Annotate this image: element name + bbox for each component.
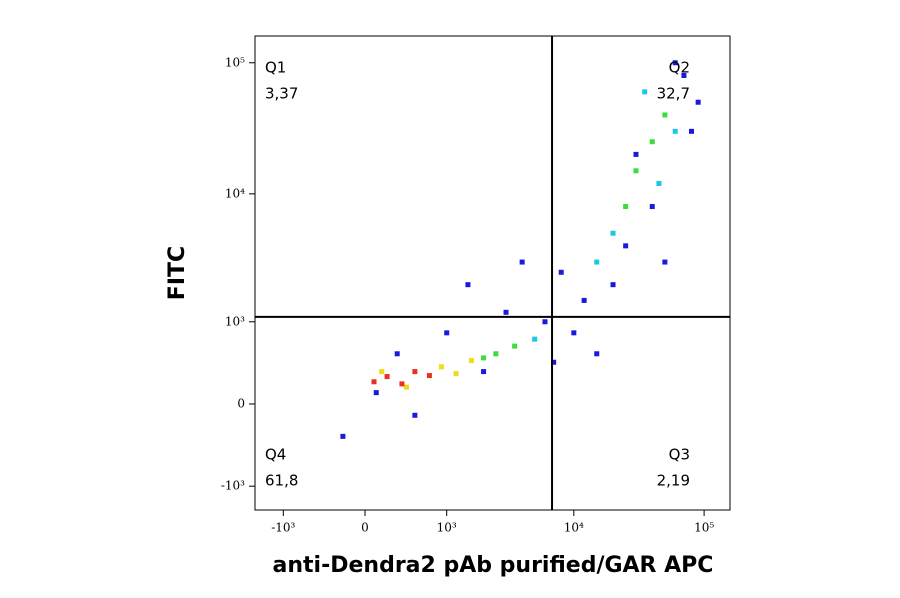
x-tick-label: 10³ <box>437 521 457 535</box>
event-dot <box>412 369 418 375</box>
event-dot <box>493 351 499 357</box>
event-dot <box>610 282 616 288</box>
event-dot <box>481 355 487 361</box>
event-dot <box>688 128 694 134</box>
event-dot <box>633 168 639 174</box>
quadrant-value: 61,8 <box>265 472 298 490</box>
event-dot <box>610 230 616 236</box>
event-dot <box>571 330 577 336</box>
x-tick-label: 10⁵ <box>694 521 714 535</box>
event-dot <box>656 180 662 186</box>
event-dot <box>371 379 377 385</box>
event-dot <box>681 72 687 78</box>
event-dot <box>542 319 548 325</box>
event-dot <box>468 357 474 363</box>
event-dot <box>672 128 678 134</box>
quadrant-value: 3,37 <box>265 85 298 103</box>
event-dot <box>532 336 538 342</box>
event-dot <box>623 243 629 249</box>
x-tick-label: 10⁴ <box>564 521 584 535</box>
quadrant-name: Q3 <box>669 446 690 464</box>
y-tick-label: 0 <box>237 396 245 410</box>
event-dot <box>672 60 678 66</box>
event-dot <box>581 297 587 303</box>
event-dot <box>340 433 346 439</box>
event-dot <box>394 351 400 357</box>
y-axis-label: FITC <box>165 246 190 300</box>
x-tick-label: 0 <box>361 521 369 535</box>
quadrant-name: Q2 <box>669 59 690 77</box>
y-tick-label: 10⁵ <box>225 55 245 69</box>
event-dot <box>438 364 444 370</box>
event-dot <box>373 390 379 396</box>
event-dot <box>481 369 487 375</box>
event-dot <box>662 259 668 265</box>
event-dot <box>649 139 655 145</box>
event-dot <box>379 369 385 375</box>
y-tick-label: -10³ <box>221 479 245 493</box>
event-dot <box>594 259 600 265</box>
event-dot <box>649 204 655 210</box>
event-dot <box>695 99 701 105</box>
plot-frame <box>254 35 731 511</box>
event-dot <box>503 309 509 315</box>
event-dot <box>453 371 459 377</box>
event-dot <box>594 351 600 357</box>
event-dot <box>426 373 432 379</box>
event-dot <box>384 374 390 380</box>
quadrant-name: Q4 <box>265 446 286 464</box>
event-dot <box>399 381 405 387</box>
event-dot <box>465 282 471 288</box>
y-tick-label: 10⁴ <box>225 186 245 200</box>
quadrant-value: 32,7 <box>657 85 690 103</box>
event-dot <box>551 359 557 365</box>
event-dot <box>558 269 564 275</box>
event-dot <box>623 204 629 210</box>
event-dot <box>642 89 648 95</box>
y-tick-label: 10³ <box>225 314 245 328</box>
event-dot <box>662 112 668 118</box>
x-axis-label: anti-Dendra2 pAb purified/GAR APC <box>273 553 714 578</box>
event-dot <box>403 384 409 390</box>
event-dot <box>412 412 418 418</box>
quadrant-name: Q1 <box>265 59 286 77</box>
event-dot <box>512 343 518 349</box>
event-dot <box>633 151 639 157</box>
event-dot <box>519 259 525 265</box>
event-dot <box>444 330 450 336</box>
x-tick-label: -10³ <box>271 521 295 535</box>
quadrant-value: 2,19 <box>657 472 690 490</box>
